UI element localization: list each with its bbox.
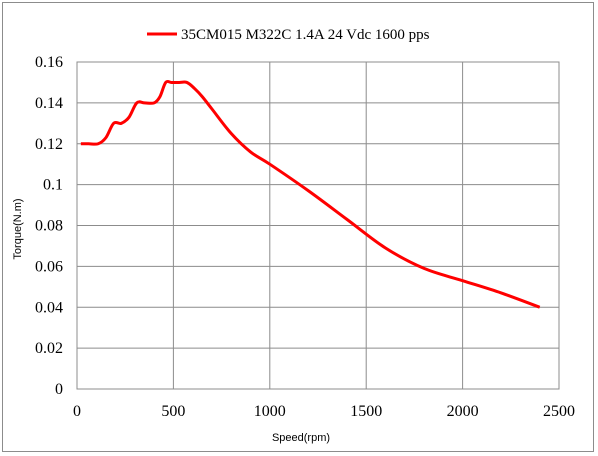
y-tick-label: 0.04 <box>35 299 63 316</box>
y-axis-ticks: 0 0.02 0.04 0.06 0.08 0.1 0.12 0.14 0.16 <box>35 54 63 398</box>
x-axis-ticks: 0 500 1000 1500 2000 2500 <box>73 403 575 420</box>
x-tick-label: 1000 <box>254 403 286 420</box>
series-group <box>80 79 541 309</box>
plot-border <box>76 61 560 390</box>
y-tick-label: 0.02 <box>35 340 63 357</box>
y-tick-label: 0.14 <box>35 95 63 112</box>
x-tick-label: 2500 <box>543 403 575 420</box>
y-tick-label: 0.1 <box>43 177 63 194</box>
plot-area <box>76 61 560 390</box>
line-chart: 0 0.02 0.04 0.06 0.08 0.1 0.12 0.14 0.16 0 500 100… <box>12 27 575 444</box>
y-tick-label: 0.16 <box>35 54 63 71</box>
y-tick-label: 0.06 <box>35 258 63 275</box>
grid-lines <box>77 62 559 389</box>
x-tick-label: 2000 <box>447 403 479 420</box>
x-axis-title: Speed(rpm) <box>272 432 330 444</box>
y-tick-label: 0.12 <box>35 136 63 153</box>
x-tick-label: 500 <box>161 403 185 420</box>
y-axis-title: Torque(N.m) <box>12 198 24 259</box>
legend-label: 35CM015 M322C 1.4A 24 Vdc 1600 pps <box>181 27 430 43</box>
y-tick-label: 0 <box>55 381 63 398</box>
legend: 35CM015 M322C 1.4A 24 Vdc 1600 pps <box>147 27 430 43</box>
chart-frame: 0 0.02 0.04 0.06 0.08 0.1 0.12 0.14 0.16 0 500 100… <box>2 2 594 452</box>
series-line-0 <box>80 79 541 309</box>
x-tick-label: 0 <box>73 403 81 420</box>
x-tick-label: 1500 <box>350 403 382 420</box>
y-tick-label: 0.08 <box>35 218 63 235</box>
